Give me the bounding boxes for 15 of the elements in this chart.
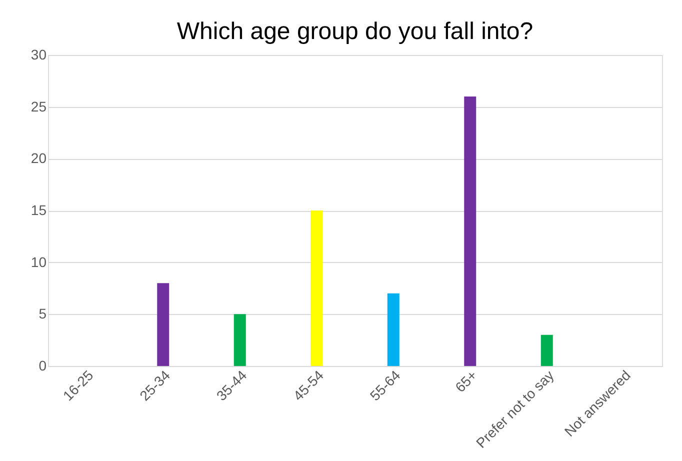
bar xyxy=(157,283,170,366)
y-tick-label: 15 xyxy=(30,202,47,218)
x-tick-label: 65+ xyxy=(452,367,480,396)
y-tick-label: 20 xyxy=(30,150,47,166)
y-tick-label: 25 xyxy=(30,98,47,114)
y-tick-label: 5 xyxy=(38,306,47,322)
bar xyxy=(310,210,323,366)
y-tick-label: 30 xyxy=(30,46,47,62)
chart-title: Which age group do you fall into? xyxy=(176,18,534,45)
bar xyxy=(464,96,476,366)
bar xyxy=(540,334,553,366)
y-tick-label: 0 xyxy=(38,358,47,374)
bar xyxy=(387,293,400,366)
y-tick-label: 10 xyxy=(30,254,47,270)
bar xyxy=(234,314,246,366)
